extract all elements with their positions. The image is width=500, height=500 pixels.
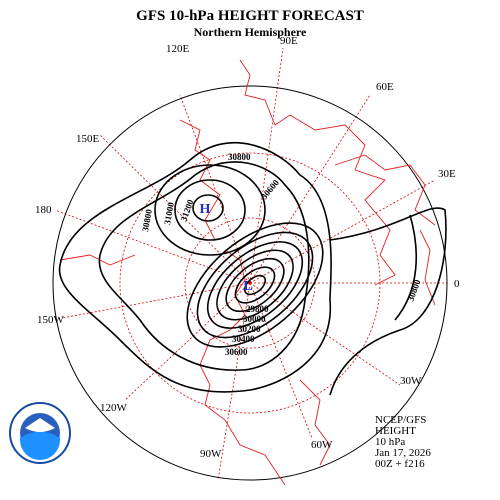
info-block: NCEP/GFS HEIGHT 10 hPa Jan 17, 2026 00Z … [375, 414, 431, 470]
contour-label: 30800 [228, 152, 251, 162]
contour-label: 30000 [243, 314, 266, 324]
contour-label: 30800 [140, 208, 154, 232]
lon-label: 30E [438, 168, 456, 180]
info-line: 10 hPa [375, 436, 405, 448]
lon-label: 150E [76, 133, 100, 145]
high-marker: H [200, 202, 211, 217]
low-marker: L [243, 279, 252, 294]
lon-label: 0 [454, 278, 460, 290]
longitude-labels: 90E 60E 30E 0 30W 60W 90W 120W 150W 180 … [35, 35, 460, 460]
subtitle: Northern Hemisphere [194, 25, 307, 39]
info-line: NCEP/GFS [375, 414, 426, 426]
lon-label: 120E [166, 43, 190, 55]
contour-label: 29800 [246, 304, 269, 314]
coastlines [59, 59, 436, 486]
lon-label: 90W [200, 448, 222, 460]
contour-label: 30200 [238, 324, 261, 334]
lon-label: 120W [100, 402, 128, 414]
contour-label: 31000 [162, 201, 176, 225]
noaa-logo [9, 402, 71, 464]
title: GFS 10-hPa HEIGHT FORECAST [136, 8, 364, 24]
contour-label: 30600 [259, 177, 281, 201]
info-line: 00Z + f216 [375, 458, 425, 470]
lon-label: 30W [400, 375, 422, 387]
lon-label: 180 [35, 204, 52, 216]
lon-label: 90E [280, 35, 298, 47]
lon-label: 60W [311, 439, 333, 451]
contour-label: 30800 [405, 278, 422, 303]
map-boundary [52, 85, 448, 481]
contour-label: 30400 [232, 334, 255, 344]
lon-label: 150W [37, 314, 65, 326]
contour-label: 30600 [225, 347, 248, 357]
contours [58, 141, 447, 396]
info-line: HEIGHT [375, 425, 416, 437]
info-line: Jan 17, 2026 [375, 447, 431, 459]
lon-label: 60E [376, 81, 394, 93]
